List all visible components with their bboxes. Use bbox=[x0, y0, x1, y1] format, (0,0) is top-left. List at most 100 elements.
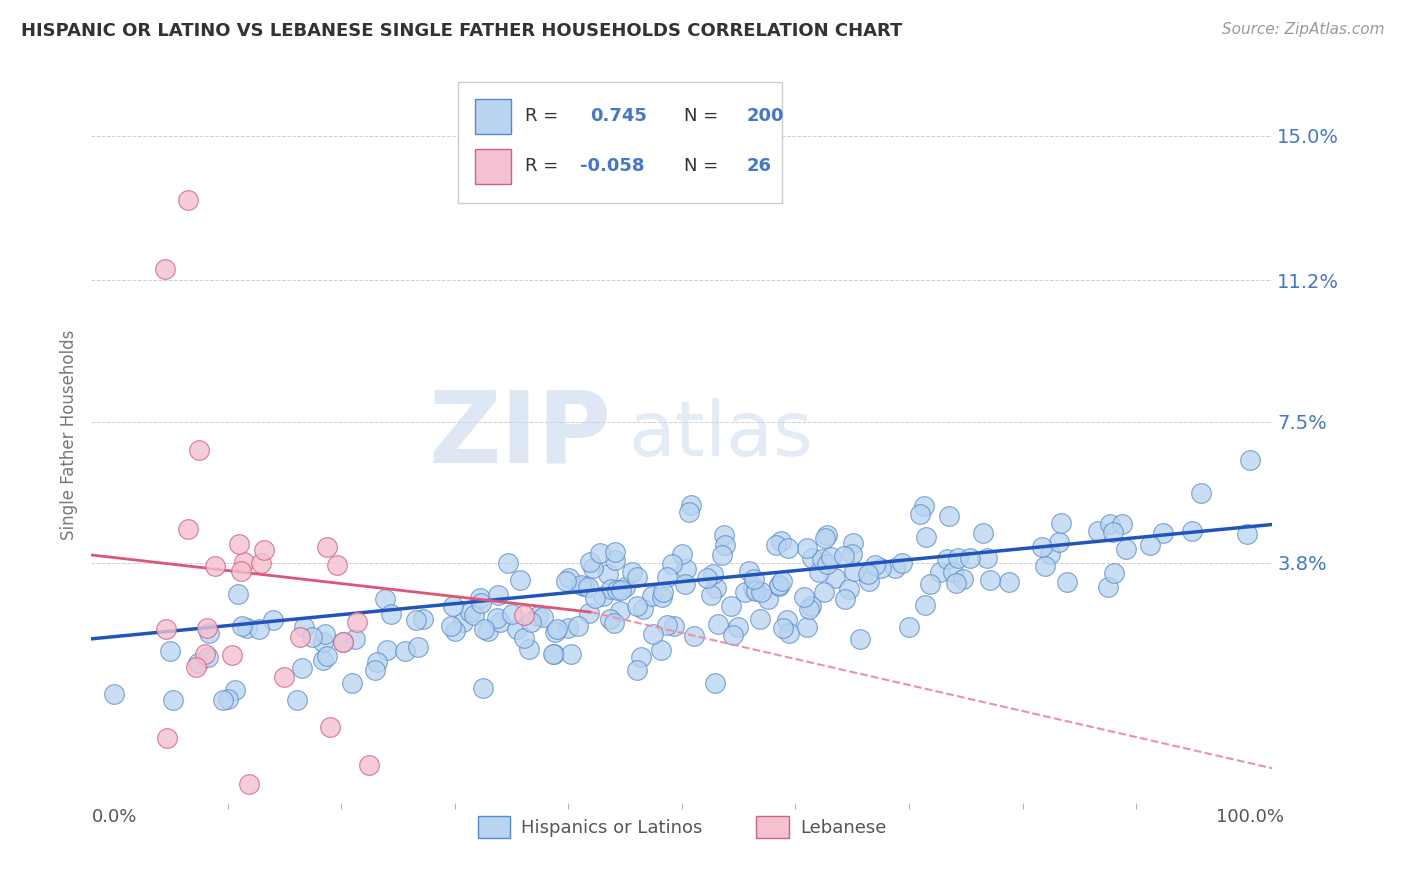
Point bbox=[236, 621, 259, 635]
Point bbox=[1181, 524, 1204, 538]
Point bbox=[749, 612, 772, 626]
Point bbox=[800, 550, 823, 565]
Point bbox=[1097, 580, 1119, 594]
Point bbox=[998, 575, 1021, 590]
Point bbox=[599, 582, 621, 596]
Point bbox=[945, 576, 967, 591]
Point bbox=[920, 576, 942, 591]
Point bbox=[675, 562, 697, 576]
Point bbox=[496, 556, 519, 570]
Point bbox=[311, 653, 333, 667]
Point bbox=[177, 194, 200, 208]
Point bbox=[233, 555, 256, 569]
Point bbox=[776, 613, 799, 627]
Text: HISPANIC OR LATINO VS LEBANESE SINGLE FATHER HOUSEHOLDS CORRELATION CHART: HISPANIC OR LATINO VS LEBANESE SINGLE FA… bbox=[21, 22, 903, 40]
Point bbox=[571, 578, 593, 592]
Text: Source: ZipAtlas.com: Source: ZipAtlas.com bbox=[1222, 22, 1385, 37]
Point bbox=[574, 579, 596, 593]
Point bbox=[471, 681, 494, 696]
Point bbox=[501, 607, 523, 622]
Point bbox=[509, 573, 531, 587]
Point bbox=[897, 620, 920, 634]
Point bbox=[756, 592, 779, 607]
Point bbox=[671, 547, 693, 561]
Point bbox=[707, 617, 730, 632]
Point bbox=[592, 589, 614, 603]
Point bbox=[357, 757, 380, 772]
Point bbox=[440, 618, 463, 632]
Point bbox=[155, 623, 177, 637]
Point bbox=[912, 500, 935, 514]
Point bbox=[314, 627, 336, 641]
Point bbox=[463, 608, 485, 623]
Point bbox=[815, 528, 838, 542]
Point bbox=[527, 609, 550, 624]
Point bbox=[217, 692, 239, 706]
Point bbox=[811, 552, 834, 566]
Point bbox=[517, 642, 540, 657]
Point bbox=[1098, 516, 1121, 531]
Point bbox=[720, 599, 742, 613]
Point bbox=[863, 558, 886, 572]
Point bbox=[312, 635, 335, 649]
Point bbox=[477, 624, 499, 638]
Point bbox=[599, 612, 621, 626]
Point bbox=[976, 551, 998, 566]
Point bbox=[288, 631, 311, 645]
Text: -0.058: -0.058 bbox=[581, 157, 645, 175]
FancyBboxPatch shape bbox=[475, 98, 510, 134]
Point bbox=[700, 588, 723, 602]
Point bbox=[848, 632, 870, 647]
Point bbox=[884, 561, 907, 575]
Point bbox=[451, 615, 474, 629]
Point bbox=[723, 628, 745, 642]
Text: ZIP: ZIP bbox=[429, 386, 612, 483]
Point bbox=[444, 624, 467, 639]
Point bbox=[177, 522, 200, 536]
Point bbox=[1152, 526, 1174, 541]
Point bbox=[231, 564, 253, 578]
Point bbox=[952, 572, 974, 586]
Point bbox=[796, 541, 818, 555]
Point bbox=[186, 660, 208, 674]
Point bbox=[793, 590, 815, 604]
Point bbox=[841, 547, 863, 561]
Point bbox=[486, 611, 509, 625]
Point bbox=[156, 731, 179, 745]
Text: 200: 200 bbox=[747, 107, 785, 125]
Point bbox=[1189, 486, 1212, 500]
Point bbox=[394, 644, 416, 658]
Point bbox=[159, 644, 181, 658]
Point bbox=[655, 570, 678, 584]
Point bbox=[630, 650, 652, 665]
Point bbox=[576, 580, 599, 594]
Point bbox=[765, 538, 787, 552]
Point bbox=[567, 619, 589, 633]
Point bbox=[472, 623, 495, 637]
Point bbox=[153, 262, 177, 277]
Point bbox=[582, 560, 605, 574]
Point bbox=[197, 650, 219, 665]
Point bbox=[273, 670, 295, 684]
Point bbox=[340, 675, 363, 690]
Point bbox=[602, 615, 624, 630]
Point bbox=[468, 591, 491, 605]
FancyBboxPatch shape bbox=[457, 81, 782, 203]
Point bbox=[734, 585, 756, 599]
Point bbox=[745, 583, 768, 598]
Point bbox=[856, 566, 879, 581]
Point bbox=[187, 656, 209, 670]
Point bbox=[651, 585, 673, 599]
Point bbox=[221, 648, 243, 662]
Point bbox=[606, 582, 628, 597]
Point bbox=[621, 565, 644, 579]
Text: N =: N = bbox=[685, 107, 718, 125]
Point bbox=[103, 687, 125, 701]
Point bbox=[598, 566, 620, 581]
Point bbox=[741, 580, 763, 594]
Point bbox=[1031, 540, 1053, 554]
Point bbox=[834, 549, 856, 564]
Point bbox=[610, 582, 633, 597]
Point bbox=[380, 607, 402, 621]
Point bbox=[824, 571, 846, 585]
